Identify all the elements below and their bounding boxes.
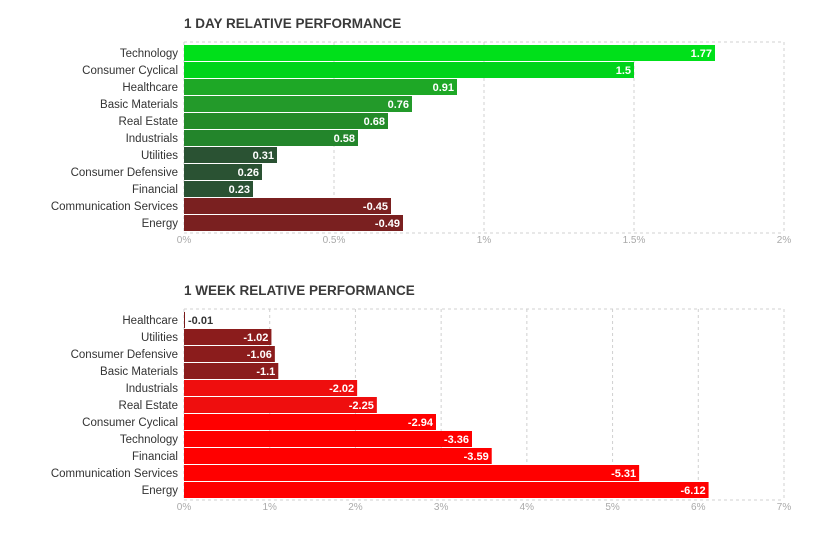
data-label: 0.76: [388, 99, 409, 111]
data-label: 0.26: [238, 167, 259, 179]
data-label: 1.5: [616, 65, 631, 77]
category-label: Utilities: [141, 332, 178, 344]
category-label: Communication Services: [51, 468, 178, 480]
bar: [184, 363, 279, 379]
category-label: Technology: [120, 48, 178, 60]
category-label: Energy: [142, 485, 179, 497]
category-label: Industrials: [126, 133, 179, 145]
category-label: Real Estate: [119, 116, 178, 128]
x-tick-label: 5%: [605, 502, 620, 513]
category-label: Healthcare: [122, 82, 178, 94]
category-label: Basic Materials: [100, 99, 178, 111]
bar: [184, 312, 185, 328]
bar: [184, 113, 388, 129]
x-tick-label: 4%: [520, 502, 535, 513]
bar: [184, 164, 262, 180]
bar: [184, 414, 436, 430]
category-label: Technology: [120, 434, 178, 446]
category-label: Consumer Cyclical: [82, 417, 178, 429]
data-label: 1.77: [691, 48, 712, 60]
bar: [184, 130, 358, 146]
category-label: Consumer Defensive: [71, 349, 178, 361]
bar: [184, 215, 403, 231]
category-label: Financial: [132, 451, 178, 463]
data-label: -1.02: [243, 332, 268, 344]
chart-title: 1 DAY RELATIVE PERFORMANCE: [184, 16, 401, 31]
chart-1: 1 WEEK RELATIVE PERFORMANCE 0% 1% 2% 3% 4% 5% 6…: [51, 283, 792, 513]
bar: [184, 96, 412, 112]
data-label: 0.31: [253, 150, 274, 162]
data-label: -0.01: [188, 315, 213, 327]
bar: [184, 465, 640, 481]
bar: [184, 147, 277, 163]
category-label: Energy: [142, 218, 179, 230]
data-label: -3.36: [444, 434, 469, 446]
category-label: Consumer Defensive: [71, 167, 178, 179]
x-tick-label: 0%: [177, 235, 192, 246]
data-label: -1.1: [256, 366, 275, 378]
data-label: -6.12: [680, 485, 705, 497]
bar: [184, 181, 253, 197]
x-tick-label: 1%: [477, 235, 492, 246]
data-label: -2.02: [329, 383, 354, 395]
category-label: Real Estate: [119, 400, 178, 412]
bar: [184, 62, 634, 78]
x-tick-label: 1.5%: [623, 235, 646, 246]
bar: [184, 448, 492, 464]
x-tick-label: 1%: [262, 502, 277, 513]
bar: [184, 329, 272, 345]
bar: [184, 79, 457, 95]
bar: [184, 431, 472, 447]
data-label: -2.94: [408, 417, 434, 429]
x-tick-label: 7%: [777, 502, 792, 513]
data-label: -1.06: [247, 349, 272, 361]
category-label: Healthcare: [122, 315, 178, 327]
category-label: Communication Services: [51, 201, 178, 213]
bar: [184, 397, 377, 413]
category-label: Utilities: [141, 150, 178, 162]
chart-0: 1 DAY RELATIVE PERFORMANCE 0% 0.5% 1% 1.5% 2%…: [51, 16, 792, 246]
x-tick-label: 0.5%: [323, 235, 346, 246]
bar: [184, 198, 391, 214]
x-tick-label: 2%: [348, 502, 363, 513]
bar: [184, 380, 358, 396]
data-label: -3.59: [464, 451, 489, 463]
x-tick-label: 0%: [177, 502, 192, 513]
category-label: Financial: [132, 184, 178, 196]
data-label: -2.25: [349, 400, 374, 412]
category-label: Basic Materials: [100, 366, 178, 378]
data-label: -5.31: [611, 468, 636, 480]
category-label: Consumer Cyclical: [82, 65, 178, 77]
data-label: 0.91: [433, 82, 454, 94]
bar: [184, 45, 715, 61]
data-label: 0.23: [229, 184, 250, 196]
chart-title: 1 WEEK RELATIVE PERFORMANCE: [184, 283, 415, 298]
x-tick-label: 3%: [434, 502, 449, 513]
data-label: 0.58: [334, 133, 355, 145]
data-label: -0.49: [375, 218, 400, 230]
category-label: Industrials: [126, 383, 179, 395]
x-tick-label: 2%: [777, 235, 792, 246]
data-label: -0.45: [363, 201, 388, 213]
x-tick-label: 6%: [691, 502, 706, 513]
bar: [184, 482, 709, 498]
data-label: 0.68: [364, 116, 385, 128]
bar: [184, 346, 275, 362]
